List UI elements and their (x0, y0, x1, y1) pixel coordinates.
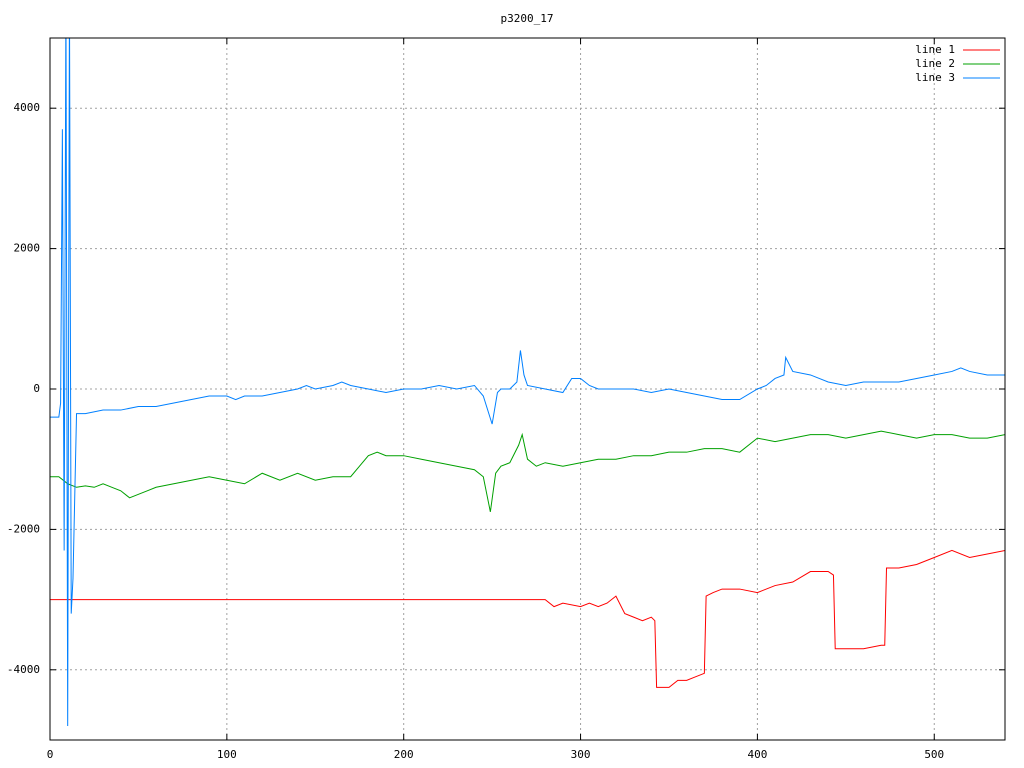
x-tick-label: 100 (217, 748, 237, 761)
x-tick-label: 400 (747, 748, 767, 761)
x-tick-label: 500 (924, 748, 944, 761)
y-tick-label: -4000 (7, 663, 40, 676)
x-tick-label: 200 (394, 748, 414, 761)
ticks: -4000 -2000 0 2000 4000 0 100 200 300 400 500 (7, 38, 1005, 761)
chart-title: p3200_17 (501, 12, 554, 25)
y-tick-label: 4000 (14, 101, 41, 114)
legend-label: line 1 (915, 43, 955, 56)
series-line (50, 430, 1005, 512)
y-tick-label: 0 (33, 382, 40, 395)
x-tick-label: 300 (571, 748, 591, 761)
y-tick-label: -2000 (7, 522, 40, 535)
series-line (50, 38, 1005, 726)
y-tick-label: 2000 (14, 242, 41, 255)
legend-label: line 3 (915, 71, 955, 84)
legend-label: line 2 (915, 57, 955, 70)
plot-area (50, 38, 1005, 726)
x-tick-label: 0 (47, 748, 54, 761)
series-line (50, 549, 1005, 688)
